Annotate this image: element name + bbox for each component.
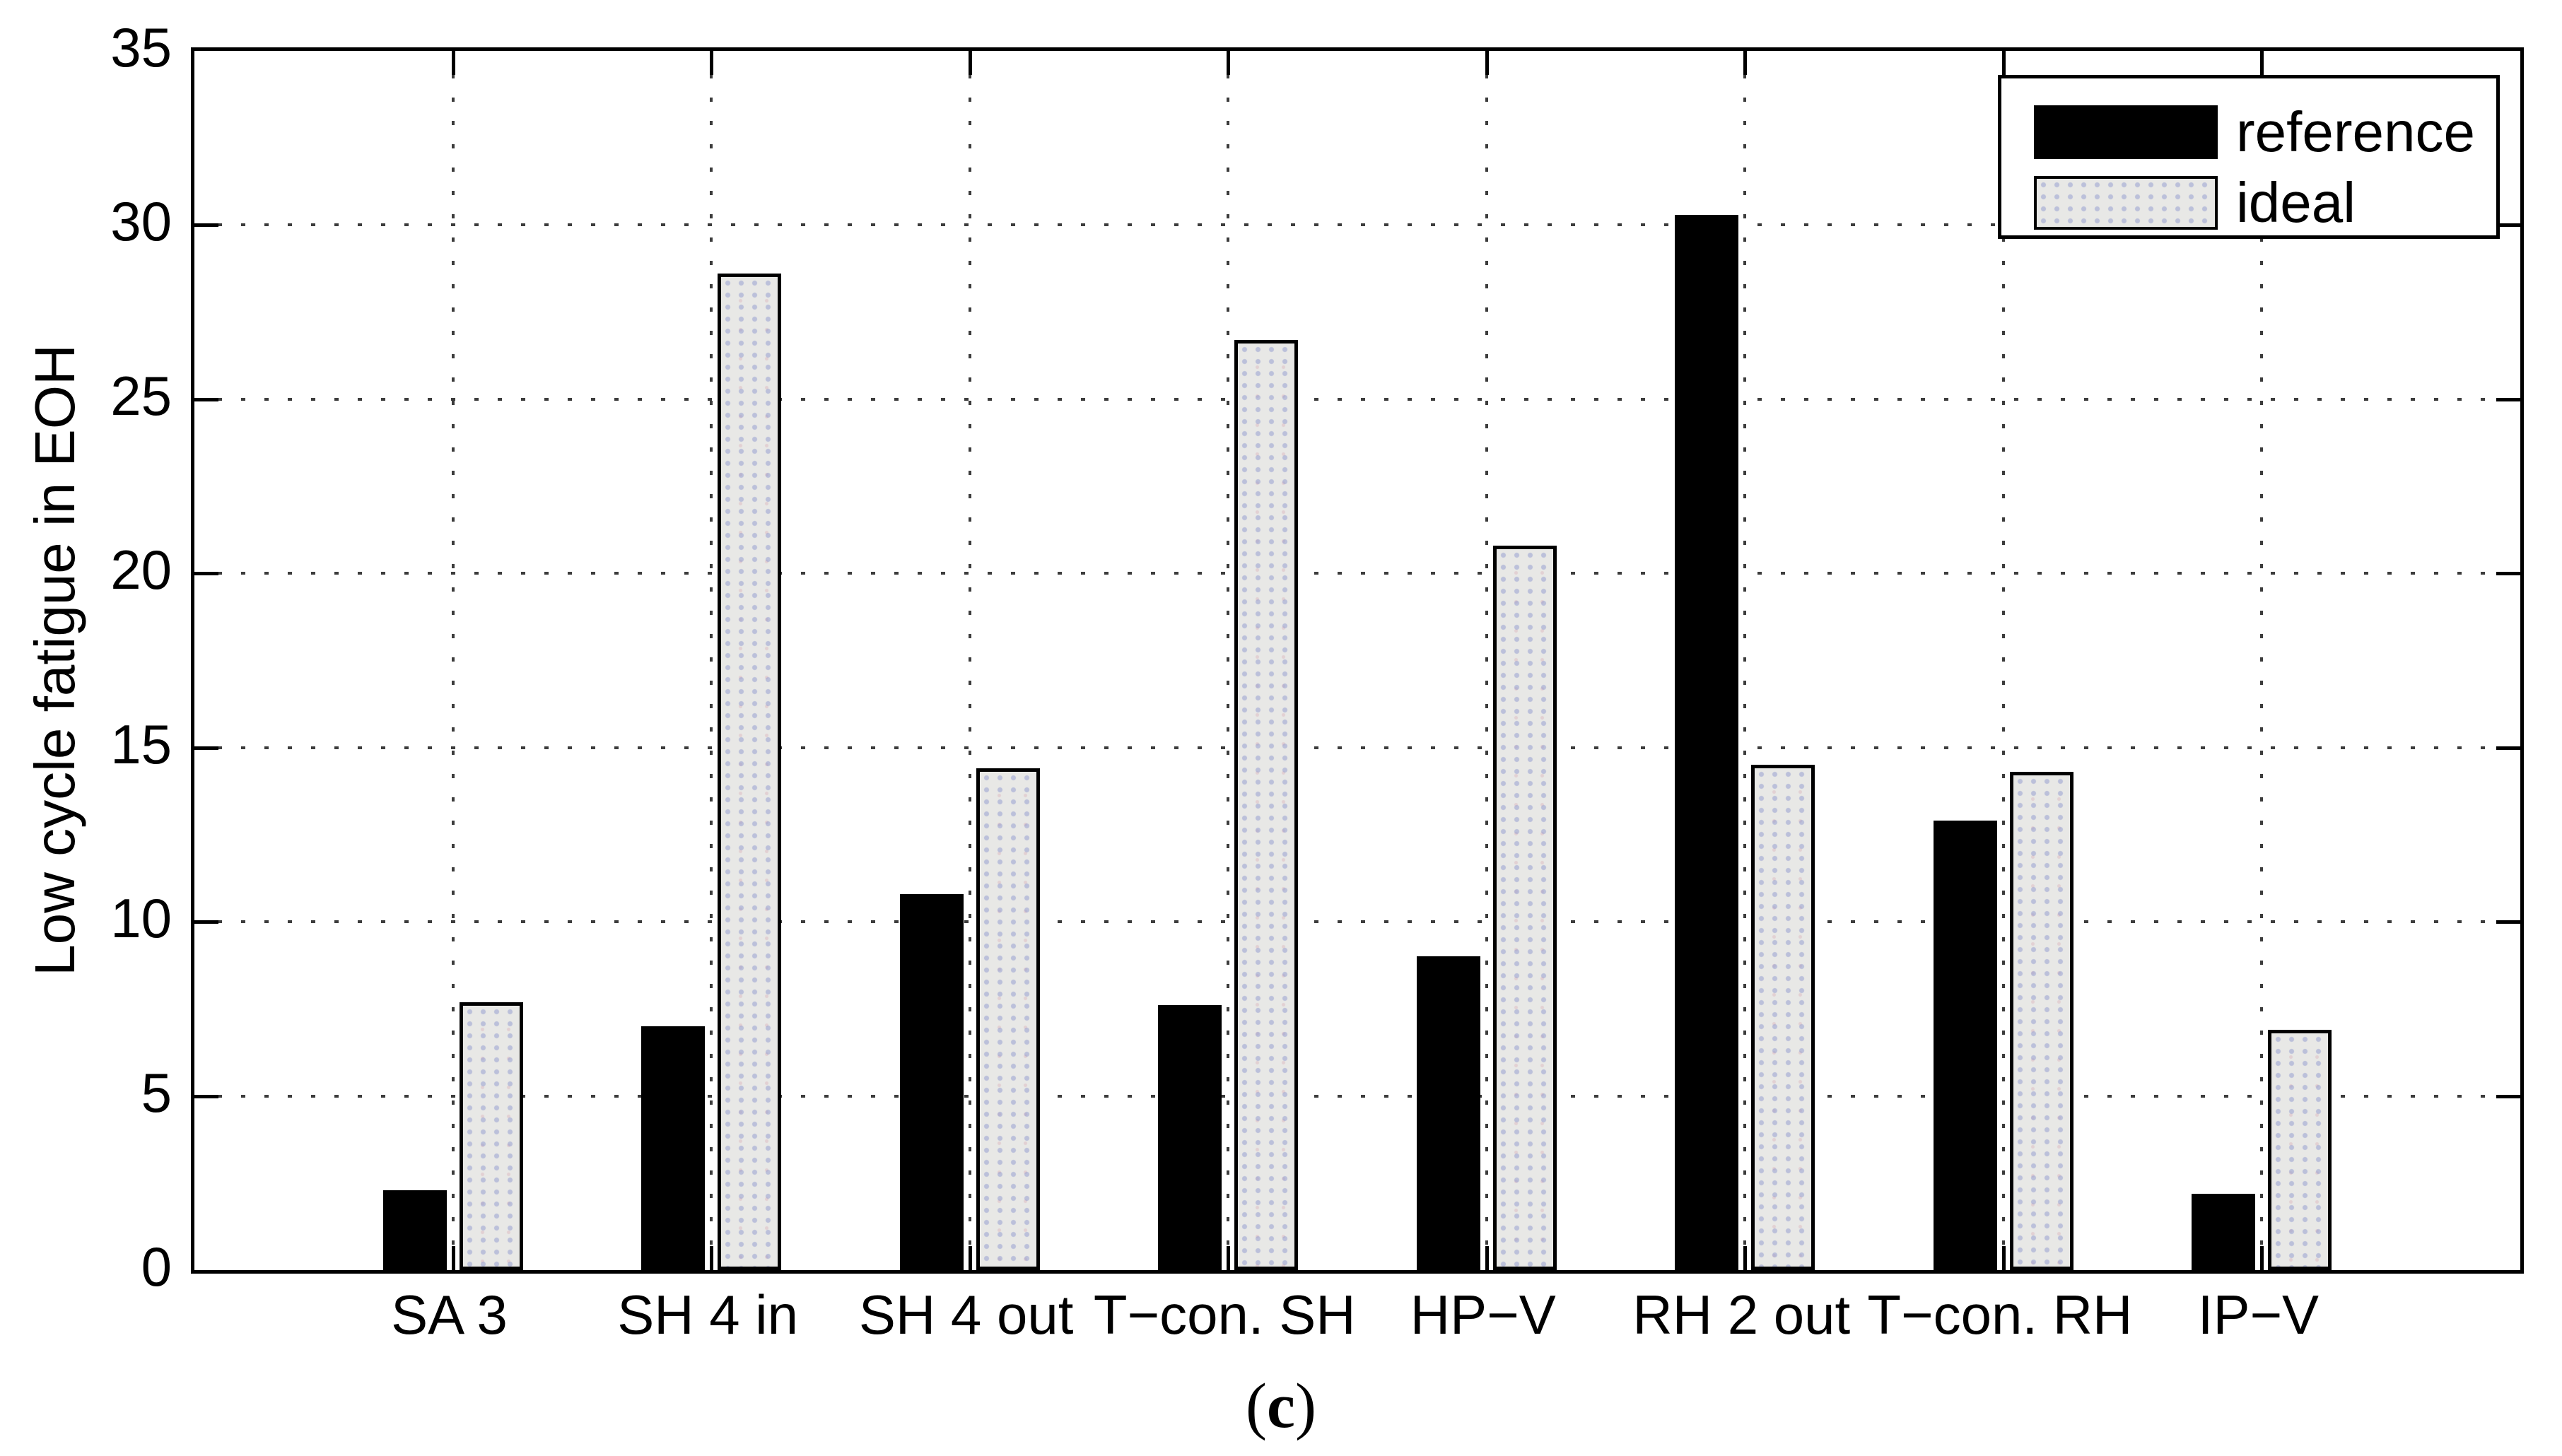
- y-tick-label-35: 35: [110, 16, 172, 78]
- gridline-h-10: [194, 920, 2520, 924]
- x-tick-label-5: HP−V: [1410, 1284, 1556, 1346]
- gridline-v-1: [451, 51, 455, 1270]
- y-tick-left-20: [194, 572, 218, 576]
- plot-canvas: [194, 51, 2520, 1270]
- y-tick-left-5: [194, 1094, 218, 1098]
- x-tick-label-6: RH 2 out: [1632, 1284, 1851, 1346]
- legend-entry-ideal: ideal: [2001, 168, 2496, 238]
- y-tick-right-20: [2496, 572, 2520, 576]
- y-tick-left-10: [194, 920, 218, 924]
- gridline-v-6: [1743, 51, 1747, 1270]
- ideal-swatch: [2034, 176, 2218, 230]
- bar-reference-T−con. SH: [1158, 1005, 1222, 1270]
- bar-reference-HP−V: [1416, 956, 1480, 1270]
- bar-ideal-IP−V: [2268, 1029, 2332, 1270]
- y-tick-right-5: [2496, 1094, 2520, 1098]
- caption-open-paren: (: [1246, 1371, 1268, 1441]
- bar-ideal-T−con. RH: [2009, 772, 2073, 1270]
- y-tick-right-30: [2496, 223, 2520, 228]
- x-tick-bottom-6: [1743, 1246, 1748, 1270]
- y-axis-label: Low cycle fatigue in EOH: [23, 344, 86, 976]
- legend-label-reference: reference: [2236, 100, 2475, 163]
- bar-ideal-T−con. SH: [1234, 340, 1299, 1270]
- gridline-v-2: [710, 51, 713, 1270]
- x-tick-top-5: [1485, 51, 1489, 75]
- x-tick-top-4: [1227, 51, 1231, 75]
- legend-entry-reference: reference: [2001, 97, 2496, 168]
- y-tick-left-25: [194, 397, 218, 401]
- legend-label-ideal: ideal: [2236, 171, 2356, 234]
- reference-swatch: [2034, 105, 2218, 159]
- bar-ideal-RH 2 out: [1751, 765, 1815, 1270]
- bar-reference-IP−V: [2192, 1193, 2256, 1270]
- gridline-v-4: [1227, 51, 1230, 1270]
- bar-reference-SA 3: [382, 1190, 447, 1270]
- caption-letter: c: [1267, 1371, 1295, 1441]
- x-tick-label-4: T−con. SH: [1093, 1284, 1356, 1346]
- bar-ideal-SH 4 in: [718, 274, 782, 1270]
- y-tick-label-20: 20: [110, 539, 172, 601]
- y-tick-right-10: [2496, 920, 2520, 924]
- x-tick-label-2: SH 4 in: [617, 1284, 798, 1346]
- gridline-h-20: [194, 572, 2520, 575]
- bar-reference-RH 2 out: [1675, 214, 1739, 1270]
- gridline-h-5: [194, 1094, 2520, 1098]
- gridline-h-25: [194, 397, 2520, 401]
- bar-ideal-SA 3: [459, 1002, 523, 1270]
- bar-reference-SH 4 out: [899, 893, 964, 1270]
- gridline-v-5: [1485, 51, 1488, 1270]
- figure-caption: (c): [0, 1370, 2562, 1443]
- x-tick-top-7: [2001, 51, 2006, 75]
- y-tick-label-10: 10: [110, 887, 172, 950]
- caption-close-paren: ): [1294, 1371, 1316, 1441]
- y-tick-label-5: 5: [141, 1061, 172, 1124]
- y-tick-left-30: [194, 223, 218, 228]
- bar-ideal-SH 4 out: [976, 768, 1040, 1270]
- gridline-v-3: [968, 51, 971, 1270]
- bar-reference-T−con. RH: [1933, 821, 1997, 1270]
- y-tick-right-15: [2496, 746, 2520, 750]
- x-tick-bottom-5: [1485, 1246, 1489, 1270]
- x-tick-label-1: SA 3: [391, 1284, 508, 1346]
- bar-reference-SH 4 in: [641, 1026, 706, 1270]
- x-tick-bottom-7: [2001, 1246, 2006, 1270]
- x-tick-top-1: [451, 51, 455, 75]
- x-tick-top-3: [968, 51, 972, 75]
- x-tick-label-7: T−con. RH: [1867, 1284, 2133, 1346]
- plot-area: [191, 47, 2524, 1274]
- x-tick-top-2: [710, 51, 714, 75]
- gridline-v-7: [2001, 51, 2005, 1270]
- y-tick-left-15: [194, 746, 218, 750]
- y-tick-label-15: 15: [110, 712, 172, 775]
- x-tick-bottom-2: [710, 1246, 714, 1270]
- gridline-v-8: [2260, 51, 2264, 1270]
- x-tick-label-8: IP−V: [2197, 1284, 2320, 1346]
- legend-box: reference ideal: [1998, 75, 2500, 239]
- x-tick-bottom-3: [968, 1246, 972, 1270]
- y-tick-label-0: 0: [141, 1235, 172, 1298]
- x-tick-bottom-8: [2260, 1246, 2264, 1270]
- y-tick-label-25: 25: [110, 364, 172, 427]
- x-tick-label-3: SH 4 out: [858, 1284, 1074, 1346]
- x-tick-top-6: [1743, 51, 1748, 75]
- gridline-h-15: [194, 746, 2520, 749]
- bar-ideal-HP−V: [1492, 545, 1557, 1270]
- y-tick-right-25: [2496, 397, 2520, 401]
- x-tick-bottom-4: [1227, 1246, 1231, 1270]
- gridline-h-30: [194, 223, 2520, 227]
- x-tick-bottom-1: [451, 1246, 455, 1270]
- x-tick-top-8: [2260, 51, 2264, 75]
- y-tick-label-30: 30: [110, 190, 172, 253]
